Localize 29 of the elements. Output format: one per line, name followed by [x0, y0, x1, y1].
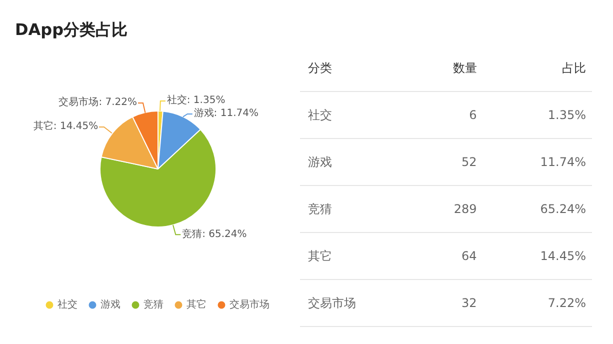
category-label: 竞猜: [300, 186, 414, 232]
data-label: 289: [413, 186, 483, 232]
legend-label: 其它: [186, 298, 206, 311]
data-label: 7.22%: [482, 280, 592, 326]
data-label: 65.24%: [482, 186, 592, 232]
text: 数量: [413, 45, 483, 92]
data-label: 64: [413, 232, 483, 280]
text: 分类: [300, 45, 414, 92]
data-label: 竞猜: 65.24%: [182, 228, 247, 241]
data-label: 14.45%: [482, 232, 592, 280]
data-label: 6: [413, 92, 483, 138]
text: 占比: [482, 45, 592, 92]
category-label: 其它: [300, 232, 414, 280]
data-label: 其它: 14.45%: [33, 121, 98, 134]
chart-title: DApp分类占比: [15, 20, 128, 41]
legend-label: 竞猜: [144, 298, 164, 311]
data-label: 52: [413, 138, 483, 186]
category-label: 交易市场: [300, 280, 414, 326]
legend-label: 游戏: [100, 298, 120, 311]
data-label: 交易市场: 7.22%: [58, 96, 138, 109]
category-label: 社交: [300, 92, 414, 138]
data-label: 1.35%: [482, 92, 592, 138]
category-label: 游戏: [300, 138, 414, 186]
data-label: 游戏: 11.74%: [194, 108, 258, 120]
legend-label: 社交: [58, 298, 78, 311]
data-label: 11.74%: [482, 138, 592, 186]
legend-label: 交易市场: [230, 298, 270, 311]
data-label: 32: [413, 280, 483, 326]
data-label: 社交: 1.35%: [166, 95, 226, 108]
